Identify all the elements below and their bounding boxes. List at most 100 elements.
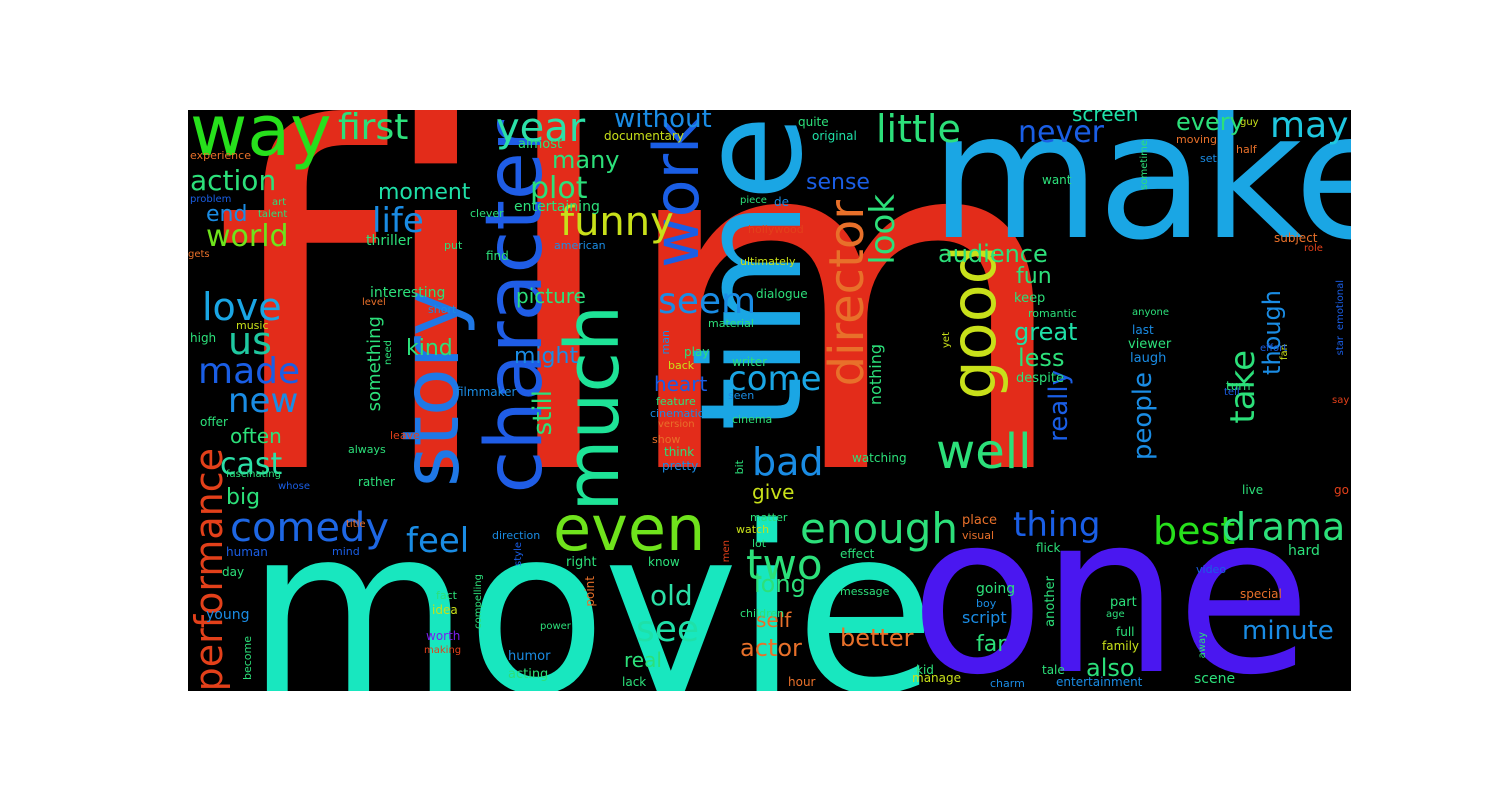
word-going: going xyxy=(976,581,1016,597)
word-children: children xyxy=(740,607,785,620)
word-always: always xyxy=(348,443,386,456)
word-cinema: cinema xyxy=(732,413,773,426)
word-effect: effect xyxy=(840,547,875,561)
word-piece: piece xyxy=(740,195,767,206)
word-message: message xyxy=(840,585,890,598)
word-rather: rather xyxy=(358,475,395,489)
word-bit: bit xyxy=(733,460,746,475)
word-cast: cast xyxy=(220,447,283,482)
word-watching: watching xyxy=(852,451,907,465)
word-art: art xyxy=(272,197,287,208)
word-age: age xyxy=(1106,609,1125,620)
word-american: american xyxy=(554,239,606,252)
word-big: big xyxy=(226,485,261,510)
word-part: part xyxy=(1110,595,1137,610)
word-well: well xyxy=(936,424,1032,480)
word-need: need xyxy=(383,340,394,365)
word-moving: moving xyxy=(1176,133,1217,146)
word-give: give xyxy=(752,480,795,504)
word-war: war xyxy=(378,110,393,112)
word-way: way xyxy=(190,110,332,172)
word-romantic: romantic xyxy=(1028,307,1077,320)
word-much: much xyxy=(550,305,636,512)
word-full: full xyxy=(1116,625,1135,639)
word-sense: sense xyxy=(806,170,870,195)
word-fun: fun xyxy=(1016,264,1052,289)
word-self: self xyxy=(756,608,792,632)
word-put: put xyxy=(444,239,463,252)
word-point: point xyxy=(583,576,597,607)
word-kid: kid xyxy=(916,663,934,677)
word-yet: yet xyxy=(941,332,952,348)
word-see: see xyxy=(636,609,700,650)
word-plot: plot xyxy=(530,171,588,206)
word-funny: funny xyxy=(560,199,674,245)
word-emotional: emotional xyxy=(1335,280,1346,331)
word-pretty: pretty xyxy=(662,459,699,473)
word-think: think xyxy=(664,445,695,459)
word-life: life xyxy=(372,201,424,241)
word-de: de xyxy=(774,195,789,209)
word-keep: keep xyxy=(1014,291,1046,306)
word-watch: watch xyxy=(736,523,770,536)
word-set: set xyxy=(1200,152,1217,165)
word-away: away xyxy=(1197,632,1208,659)
word-never: never xyxy=(1018,115,1105,150)
word-good: good xyxy=(937,245,1010,400)
word-viewer: viewer xyxy=(1128,337,1172,352)
word-original: original xyxy=(812,129,857,143)
word-without: without xyxy=(614,110,712,134)
word-actor: actor xyxy=(740,634,802,662)
word-come: come xyxy=(728,359,822,399)
word-world: world xyxy=(206,219,289,254)
word-every: every xyxy=(1176,110,1244,136)
word-many: many xyxy=(552,146,620,174)
word-filmmaker: filmmaker xyxy=(456,385,517,399)
word-play: play xyxy=(684,345,710,359)
word-moment: moment xyxy=(378,180,471,205)
word-year: year xyxy=(496,110,586,151)
word-almost: almost xyxy=(518,137,563,152)
word-action: action xyxy=(190,164,277,197)
word-nothing: nothing xyxy=(866,344,885,406)
word-matter: matter xyxy=(750,511,788,524)
word-thing: thing xyxy=(1013,505,1101,545)
word-direction: direction xyxy=(492,529,541,542)
word-special: special xyxy=(1240,587,1282,601)
word-show: show xyxy=(652,433,681,446)
word-subject: subject xyxy=(1274,231,1318,245)
word-fact: fact xyxy=(436,589,457,602)
word-problem: problem xyxy=(190,194,232,205)
word-young: young xyxy=(206,607,250,623)
word-back: back xyxy=(668,359,695,372)
word-look: look xyxy=(863,194,903,265)
word-even: even xyxy=(553,492,706,565)
word-often: often xyxy=(230,424,282,448)
word-effort: effort xyxy=(1260,343,1288,354)
word-become: become xyxy=(241,636,254,681)
word-entertainment: entertainment xyxy=(1056,675,1143,689)
word-man: man xyxy=(659,330,672,355)
word-visual: visual xyxy=(962,529,995,542)
word-find: find xyxy=(486,249,509,263)
word-hour: hour xyxy=(788,675,816,689)
word-clever: clever xyxy=(470,207,504,220)
word-music: music xyxy=(236,319,269,332)
word-place: place xyxy=(962,513,997,528)
word-writer: writer xyxy=(732,355,768,369)
word-entertaining: entertaining xyxy=(514,199,600,215)
word-turn: turn xyxy=(1226,379,1251,393)
word-want: want xyxy=(1042,173,1072,187)
word-tale: tale xyxy=(1042,663,1065,677)
word-real: real xyxy=(624,648,662,672)
word-people: people xyxy=(1128,372,1158,461)
word-better: better xyxy=(840,624,914,652)
word-film: film xyxy=(213,110,1073,578)
word-charm: charm xyxy=(990,677,1025,690)
word-material: material xyxy=(708,317,754,330)
word-end: end xyxy=(206,202,248,227)
word-fascinating: fascinating xyxy=(226,469,281,480)
word-high: high xyxy=(190,331,217,345)
word-two: two xyxy=(746,540,823,589)
word-hard: hard xyxy=(1288,543,1320,559)
